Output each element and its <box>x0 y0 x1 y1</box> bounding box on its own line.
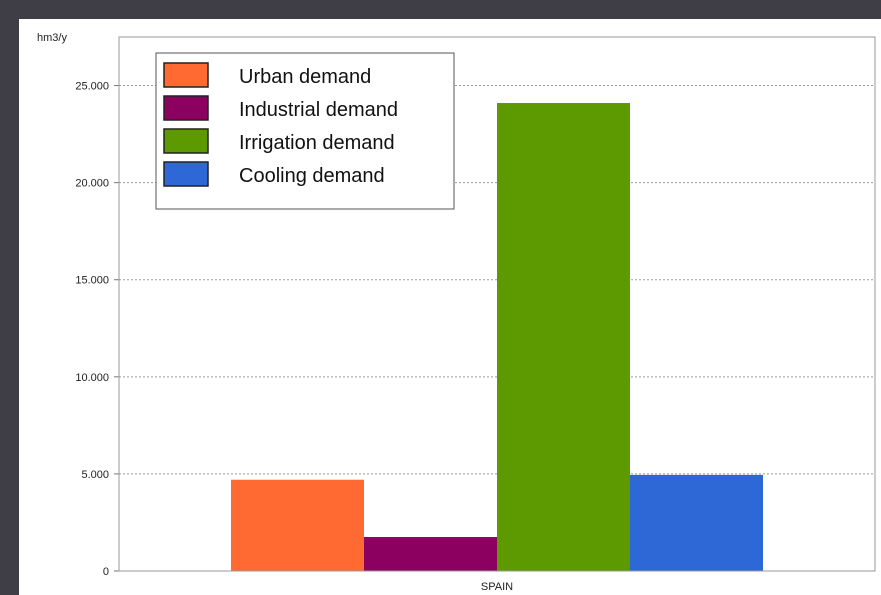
chart-panel: hm3/y 0 5.000 10.000 15.000 20.000 25.000 SPA… <box>19 19 881 595</box>
bar-cooling-demand <box>630 474 763 571</box>
x-category-label: SPAIN <box>481 581 513 593</box>
bar-chart: hm3/y 0 5.000 10.000 15.000 20.000 25.000 SPA… <box>37 32 876 593</box>
y-axis-unit-label: hm3/y <box>37 32 67 44</box>
y-tick-label: 20.000 <box>75 178 109 190</box>
legend-label-urban: Urban demand <box>239 66 371 88</box>
y-axis-ticks: 0 5.000 10.000 15.000 20.000 25.000 <box>75 81 119 578</box>
y-tick-label: 0 <box>103 566 109 578</box>
y-tick-label: 5.000 <box>81 469 109 481</box>
plot-border <box>118 36 876 572</box>
legend-label-irrigation: Irrigation demand <box>239 132 395 154</box>
bars <box>231 103 763 571</box>
legend-label-industrial: Industrial demand <box>239 99 398 121</box>
bar-irrigation-demand <box>497 103 630 571</box>
legend: Urban demand Industrial demand Irrigatio… <box>155 52 455 210</box>
legend-swatch-irrigation <box>163 128 209 154</box>
y-tick-label: 25.000 <box>75 81 109 93</box>
legend-swatch-industrial <box>163 95 209 121</box>
bar-industrial-demand <box>364 537 497 571</box>
bar-urban-demand <box>231 479 364 571</box>
y-tick-label: 10.000 <box>75 372 109 384</box>
legend-label-cooling: Cooling demand <box>239 165 385 187</box>
legend-swatch-cooling <box>163 161 209 187</box>
y-tick-label: 15.000 <box>75 275 109 287</box>
legend-swatch-urban <box>163 62 209 88</box>
